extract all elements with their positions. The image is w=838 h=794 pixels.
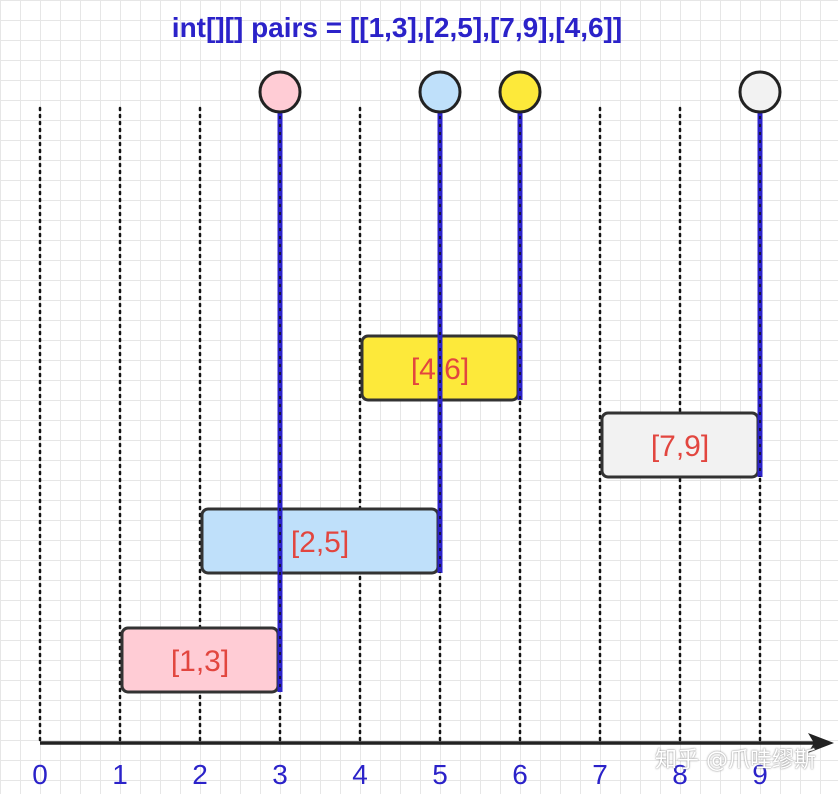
interval-end-marker	[418, 70, 462, 114]
tick-label: 7	[592, 759, 608, 790]
diagram-title: int[][] pairs = [[1,3],[2,5],[7,9],[4,6]…	[171, 12, 623, 43]
tick-label: 4	[352, 759, 368, 790]
tick-label: 5	[432, 759, 448, 790]
number-axis: 0 1 2 3 4 5 6 7 8 9	[32, 733, 834, 790]
interval-label: [2,5]	[291, 526, 349, 559]
interval-label: [1,3]	[171, 645, 229, 678]
tick-label: 9	[752, 759, 768, 790]
tick-label: 2	[192, 759, 208, 790]
interval-label: [7,9]	[651, 430, 709, 463]
interval-end-marker	[258, 70, 302, 114]
end-lines	[277, 92, 763, 692]
watermark: 知乎 @爪哇缪斯	[655, 748, 816, 773]
tick-label: 1	[112, 759, 128, 790]
interval-end-marker	[738, 70, 782, 114]
end-markers	[258, 70, 782, 114]
tick-label: 6	[512, 759, 528, 790]
axis-arrow-icon	[808, 733, 834, 753]
tick-label: 0	[32, 759, 48, 790]
tick-label: 3	[272, 759, 288, 790]
tick-label: 8	[672, 759, 688, 790]
interval-end-marker	[498, 70, 542, 114]
